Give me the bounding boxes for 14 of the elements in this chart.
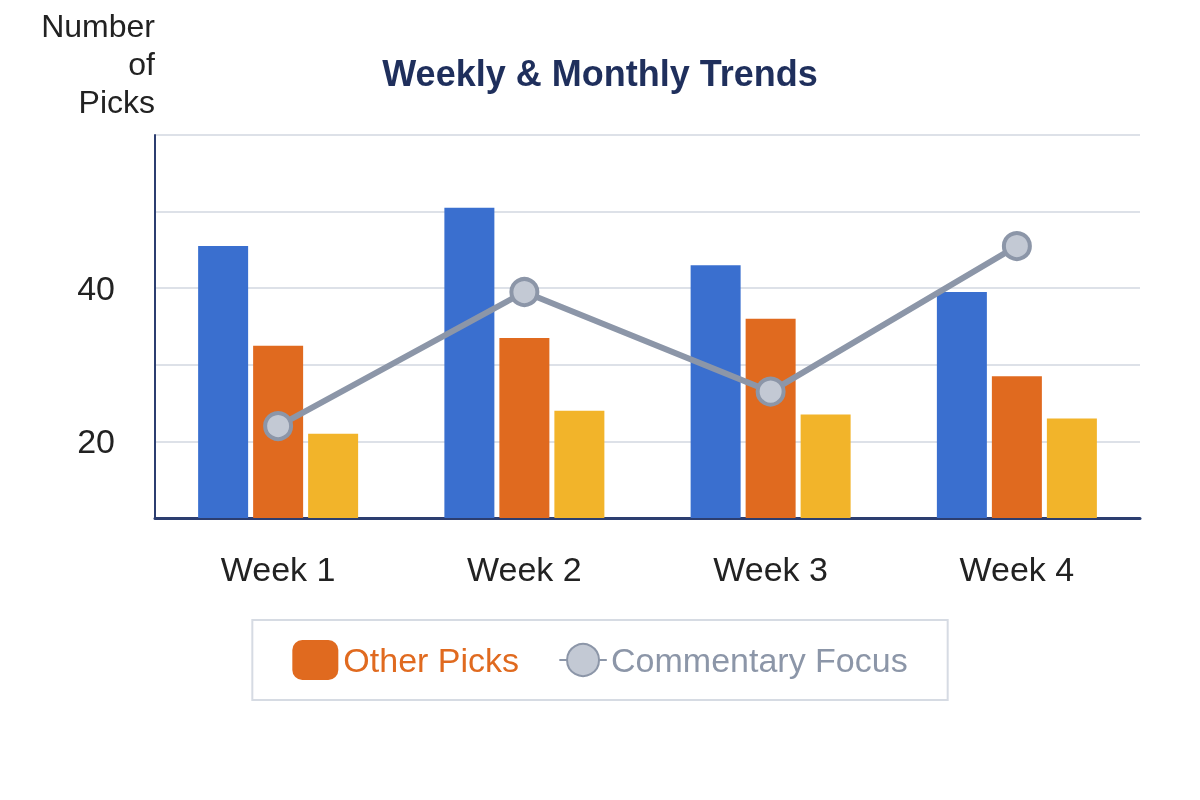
y-tick-label: 40 <box>77 269 115 308</box>
x-tick-label: Week 4 <box>959 550 1075 588</box>
point <box>263 411 294 442</box>
point <box>509 277 540 308</box>
x-tick-label: Week 3 <box>713 550 828 588</box>
x-tick-label: Week 1 <box>220 550 336 588</box>
point <box>1001 231 1032 262</box>
point <box>755 376 786 407</box>
y-tick-label: 20 <box>77 422 115 461</box>
legend-label: Commentary Focus <box>611 641 908 679</box>
y-axis-title: Number of Picks <box>41 8 156 120</box>
chart-title: Weekly & Monthly Trends <box>382 52 818 94</box>
legend-label: Other Picks <box>343 641 520 679</box>
x-tick-label: Week 2 <box>467 550 582 588</box>
